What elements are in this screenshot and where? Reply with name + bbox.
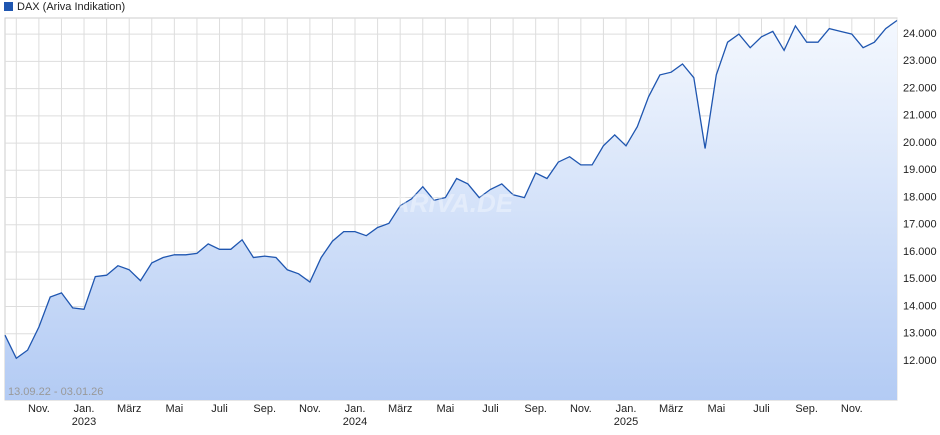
x-tick-label: Juli <box>211 403 228 415</box>
x-tick-label: Jan. <box>74 403 95 415</box>
year-label: 2024 <box>343 416 367 428</box>
watermark: ARIVA.DE <box>390 188 514 218</box>
x-tick-label: Nov. <box>570 403 592 415</box>
y-tick-label: 18.000 <box>903 191 937 203</box>
area-fill <box>5 20 897 400</box>
x-tick-label: Mai <box>165 403 183 415</box>
y-tick-label: 17.000 <box>903 219 937 231</box>
marks <box>4 19 898 400</box>
y-tick-label: 21.000 <box>903 110 937 122</box>
date-range: 13.09.22 - 03.01.26 <box>8 386 103 398</box>
x-tick-label: Nov. <box>299 403 321 415</box>
y-tick-label: 15.000 <box>903 273 937 285</box>
x-tick-label: Jan. <box>345 403 366 415</box>
legend-label: DAX (Ariva Indikation) <box>17 1 125 13</box>
year-label: 2023 <box>72 416 96 428</box>
x-tick-label: Juli <box>753 403 770 415</box>
y-tick-label: 20.000 <box>903 137 937 149</box>
x-tick-label: Juli <box>482 403 499 415</box>
y-tick-label: 24.000 <box>903 28 937 40</box>
x-tick-label: Sep. <box>795 403 818 415</box>
x-tick-label: Mai <box>436 403 454 415</box>
x-tick-label: Sep. <box>253 403 276 415</box>
x-tick-label: März <box>659 403 683 415</box>
legend-swatch <box>4 2 13 11</box>
year-label: 2025 <box>614 416 638 428</box>
x-tick-label: Mai <box>707 403 725 415</box>
y-tick-label: 22.000 <box>903 82 937 94</box>
x-tick-label: Nov. <box>841 403 863 415</box>
x-tick-label: Sep. <box>524 403 547 415</box>
y-tick-label: 14.000 <box>903 300 937 312</box>
x-tick-label: Nov. <box>28 403 50 415</box>
y-tick-label: 19.000 <box>903 164 937 176</box>
x-tick-label: März <box>117 403 141 415</box>
y-tick-label: 12.000 <box>903 355 937 367</box>
x-tick-label: Jan. <box>616 403 637 415</box>
line <box>4 19 898 360</box>
y-tick-label: 13.000 <box>903 328 937 340</box>
x-tick-label: März <box>388 403 412 415</box>
y-tick-label: 23.000 <box>903 55 937 67</box>
y-tick-label: 16.000 <box>903 246 937 258</box>
